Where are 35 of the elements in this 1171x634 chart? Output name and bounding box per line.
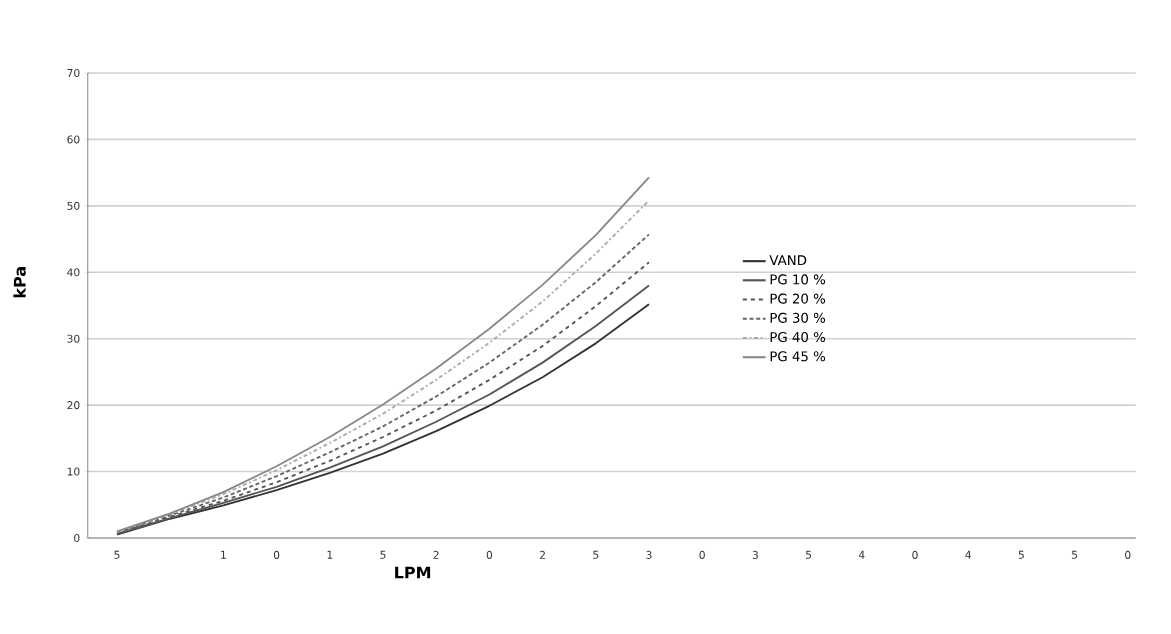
x-tick-label: 2 bbox=[539, 550, 545, 559]
x-tick-label: 4 bbox=[965, 550, 971, 559]
legend-label: PG 30 % bbox=[770, 312, 826, 323]
x-tick-label: 4 bbox=[858, 550, 865, 559]
x-tick-label: 5 bbox=[380, 550, 386, 559]
x-tick-label: 5 bbox=[806, 550, 812, 559]
legend-label: PG 20 % bbox=[770, 293, 826, 304]
y-tick-label: 40 bbox=[67, 268, 80, 277]
x-tick-label: 0 bbox=[486, 550, 493, 559]
x-tick-label: 1 bbox=[327, 550, 333, 559]
x-tick-label: 0 bbox=[699, 550, 705, 559]
x-tick-label: 2 bbox=[433, 550, 439, 559]
legend-label: VAND bbox=[769, 255, 807, 266]
legend-label: PG 10 % bbox=[770, 274, 826, 285]
x-tick-label: 5 bbox=[1071, 550, 1078, 559]
y-tick-label: 50 bbox=[67, 201, 80, 210]
x-tick-label: 5 bbox=[1018, 550, 1024, 559]
x-tick-label: 3 bbox=[752, 550, 758, 559]
y-tick-label: 30 bbox=[67, 334, 80, 343]
x-tick-label: 5 bbox=[593, 550, 599, 559]
legend-label: PG 40 % bbox=[770, 332, 826, 343]
x-axis-title: LPM bbox=[395, 566, 431, 579]
x-tick-label: 5 bbox=[114, 550, 120, 559]
y-tick-label: 70 bbox=[67, 68, 80, 78]
x-tick-label: 0 bbox=[1125, 550, 1131, 559]
y-tick-label: 20 bbox=[67, 401, 80, 410]
y-axis-title: kPa bbox=[13, 267, 26, 298]
x-tick-label: 1 bbox=[221, 550, 226, 559]
y-tick-label: 0 bbox=[74, 533, 80, 543]
x-tick-label: 0 bbox=[912, 550, 918, 559]
y-tick-label: 60 bbox=[67, 135, 80, 144]
x-tick-label: 3 bbox=[646, 550, 652, 559]
x-tick-label: 0 bbox=[273, 550, 280, 559]
legend-label: PG 45 % bbox=[770, 351, 826, 362]
y-tick-label: 10 bbox=[67, 467, 80, 476]
